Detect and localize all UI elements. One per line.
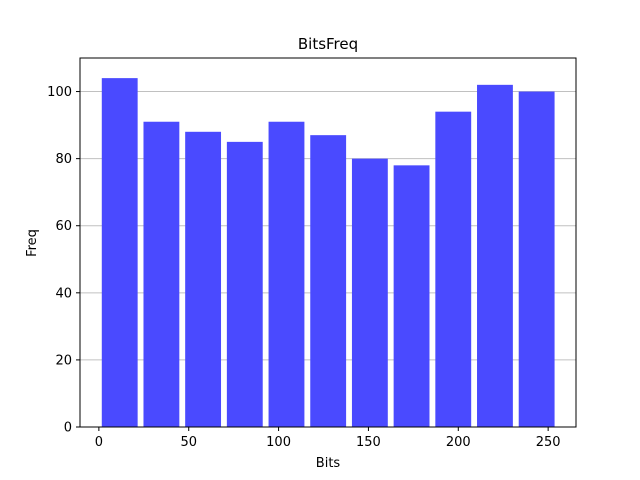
y-tick-label: 0 xyxy=(64,421,72,436)
histogram-bar xyxy=(101,78,138,428)
histogram-bar xyxy=(477,84,513,427)
histogram-bar xyxy=(393,165,430,427)
histogram-bar xyxy=(185,131,222,428)
y-tick-label: 20 xyxy=(55,353,72,368)
x-tick-label: 50 xyxy=(180,435,197,450)
histogram-bar xyxy=(226,141,263,427)
histogram-bar xyxy=(435,111,472,427)
histogram-bars xyxy=(101,78,555,428)
histogram-bar xyxy=(268,121,305,428)
chart-title: BitsFreq xyxy=(298,35,358,53)
histogram-bar xyxy=(351,158,388,428)
x-tick-label: 100 xyxy=(266,435,291,450)
x-tick-label: 250 xyxy=(536,435,561,450)
x-axis-ticks: 0 50 100 150 200 250 xyxy=(95,427,561,450)
y-axis-label: Freq xyxy=(25,229,40,257)
x-tick-label: 0 xyxy=(95,435,103,450)
histogram-bar xyxy=(143,121,180,428)
histogram-bar xyxy=(518,91,555,427)
x-tick-label: 150 xyxy=(356,435,381,450)
y-tick-label: 100 xyxy=(47,85,72,100)
plot-area-frame xyxy=(79,57,577,428)
histogram-bar xyxy=(310,135,347,427)
y-axis-ticks: 0 20 40 60 80 100 xyxy=(47,85,80,436)
x-axis-label: Bits xyxy=(316,456,341,471)
y-tick-label: 40 xyxy=(55,286,72,301)
x-tick-label: 200 xyxy=(446,435,471,450)
y-tick-label: 60 xyxy=(55,219,72,234)
y-tick-label: 80 xyxy=(55,152,72,167)
